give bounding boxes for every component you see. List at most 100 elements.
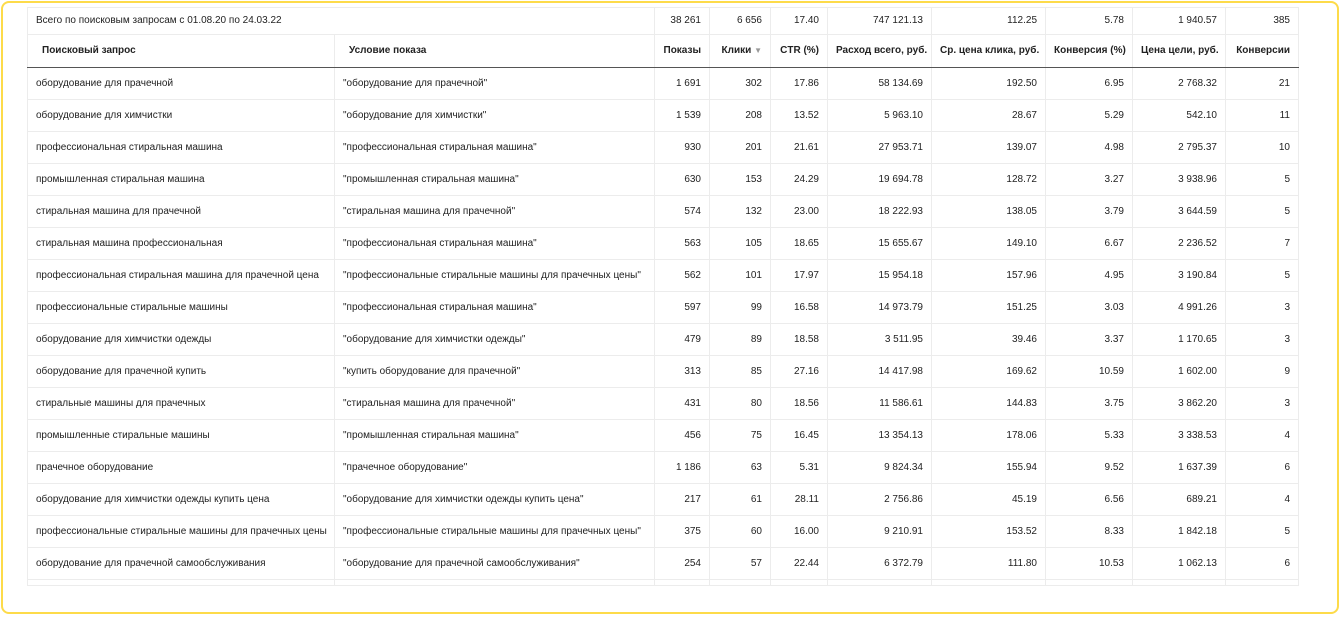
cell-conversion-rate: 10.59 — [1045, 355, 1133, 388]
cell-clicks: 101 — [709, 259, 771, 292]
cell-avg-cpc: 111.80 — [931, 547, 1046, 580]
table-row[interactable]: прачечное оборудование "прачечное оборудо… — [27, 451, 1299, 484]
column-header-impressions[interactable]: Показы — [654, 34, 710, 68]
cell-conversions: 5 — [1225, 195, 1299, 228]
cell-goal-cost: 1 062.13 — [1132, 547, 1226, 580]
column-header-cost[interactable]: Расход всего, руб. — [827, 34, 932, 68]
cell-conversions: 21 — [1225, 67, 1299, 100]
cell-conversion-rate: 3.75 — [1045, 387, 1133, 420]
cell-condition: "промышленная стиральная машина" — [334, 419, 655, 452]
cell-ctr: 24.29 — [770, 163, 828, 196]
column-header-clicks[interactable]: Клики ▼ — [709, 34, 771, 68]
cell-conversion-rate: 3.37 — [1045, 323, 1133, 356]
column-header-conversions[interactable]: Конверсии — [1225, 34, 1299, 68]
cell-clicks: 61 — [709, 483, 771, 516]
table-row[interactable]: оборудование для прачечной купить "купить… — [27, 355, 1299, 388]
cell-conversion-rate: 5.33 — [1045, 419, 1133, 452]
table-row[interactable]: промышленные стиральные машины "промышлен… — [27, 419, 1299, 452]
table-row[interactable]: промышленная стиральная машина "промышлен… — [27, 163, 1299, 196]
cell-condition: "стиральная машина для прачечной" — [334, 387, 655, 420]
cell-query: оборудование для химчистки одежды — [27, 323, 335, 356]
table-row[interactable]: профессиональные стиральные машины для п… — [27, 515, 1299, 548]
cell-clicks: 208 — [709, 99, 771, 132]
column-header-label: Ср. цена клика, руб. — [940, 45, 1040, 56]
cell-cost: 14 973.79 — [827, 291, 932, 324]
column-header-label: Клики — [721, 45, 752, 56]
cell-clicks: 85 — [709, 355, 771, 388]
cell-query: стиральные машины для прачечных — [27, 387, 335, 420]
cell-ctr: 23.00 — [770, 195, 828, 228]
table-row[interactable]: стиральная машина для прачечной "стиральн… — [27, 195, 1299, 228]
cell-goal-cost: 1 637.39 — [1132, 451, 1226, 484]
cell-empty — [27, 579, 335, 586]
cell-goal-cost: 689.21 — [1132, 483, 1226, 516]
summary-goal-cost: 1 940.57 — [1132, 7, 1226, 35]
cell-goal-cost: 4 991.26 — [1132, 291, 1226, 324]
table-row[interactable]: оборудование для химчистки "оборудование … — [27, 99, 1299, 132]
cell-cost: 27 953.71 — [827, 131, 932, 164]
cell-goal-cost: 1 170.65 — [1132, 323, 1226, 356]
table-row[interactable]: оборудование для химчистки одежды купить… — [27, 483, 1299, 516]
column-header-avg-cpc[interactable]: Ср. цена клика, руб. — [931, 34, 1046, 68]
table-row[interactable]: профессиональная стиральная машина "профе… — [27, 131, 1299, 164]
table-row[interactable]: профессиональная стиральная машина для п… — [27, 259, 1299, 292]
cell-condition: "оборудование для химчистки одежды купит… — [334, 483, 655, 516]
cell-avg-cpc: 28.67 — [931, 99, 1046, 132]
cell-avg-cpc: 151.25 — [931, 291, 1046, 324]
sort-desc-icon[interactable]: ▼ — [754, 46, 762, 55]
cell-clicks: 99 — [709, 291, 771, 324]
cell-avg-cpc: 178.06 — [931, 419, 1046, 452]
cell-goal-cost: 542.10 — [1132, 99, 1226, 132]
column-header-condition[interactable]: Условие показа — [334, 34, 655, 68]
column-header-goal-cost[interactable]: Цена цели, руб. — [1132, 34, 1226, 68]
cell-ctr: 13.52 — [770, 99, 828, 132]
cell-conversion-rate: 3.03 — [1045, 291, 1133, 324]
cell-conversions: 7 — [1225, 227, 1299, 260]
cell-condition: "стиральная машина для прачечной" — [334, 195, 655, 228]
header-row: Поисковый запрос Условие показа Показы Клик… — [27, 34, 1299, 68]
cell-condition: "профессиональная стиральная машина" — [334, 227, 655, 260]
summary-conversions: 385 — [1225, 7, 1299, 35]
table-row[interactable]: стиральная машина профессиональная "профе… — [27, 227, 1299, 260]
cell-goal-cost: 3 644.59 — [1132, 195, 1226, 228]
cell-avg-cpc: 45.19 — [931, 483, 1046, 516]
cell-query: профессиональные стиральные машины для п… — [27, 515, 335, 548]
table-row[interactable]: оборудование для прачечной самообслужива… — [27, 547, 1299, 580]
cell-cost: 19 694.78 — [827, 163, 932, 196]
cell-conversion-rate: 3.79 — [1045, 195, 1133, 228]
cell-clicks: 60 — [709, 515, 771, 548]
column-header-query[interactable]: Поисковый запрос — [27, 34, 335, 68]
cell-goal-cost: 3 938.96 — [1132, 163, 1226, 196]
column-header-label: Условие показа — [349, 45, 427, 56]
cell-goal-cost: 2 768.32 — [1132, 67, 1226, 100]
cell-condition: "профессиональные стиральные машины для … — [334, 515, 655, 548]
cell-ctr: 18.56 — [770, 387, 828, 420]
table-row[interactable]: оборудование для химчистки одежды "оборуд… — [27, 323, 1299, 356]
cell-clicks: 75 — [709, 419, 771, 452]
column-header-ctr[interactable]: CTR (%) — [770, 34, 828, 68]
table-row[interactable]: профессиональные стиральные машины "профе… — [27, 291, 1299, 324]
cell-cost: 2 756.86 — [827, 483, 932, 516]
summary-impressions: 38 261 — [654, 7, 710, 35]
cell-query: оборудование для химчистки — [27, 99, 335, 132]
cell-avg-cpc: 138.05 — [931, 195, 1046, 228]
column-header-conversion-rate[interactable]: Конверсия (%) — [1045, 34, 1133, 68]
cell-ctr: 16.58 — [770, 291, 828, 324]
cell-empty — [827, 579, 932, 586]
cell-query: оборудование для прачечной — [27, 67, 335, 100]
table-row[interactable]: стиральные машины для прачечных "стиральн… — [27, 387, 1299, 420]
cell-goal-cost: 3 338.53 — [1132, 419, 1226, 452]
cell-avg-cpc: 149.10 — [931, 227, 1046, 260]
cell-impressions: 1 186 — [654, 451, 710, 484]
cell-condition: "промышленная стиральная машина" — [334, 163, 655, 196]
cell-goal-cost: 3 190.84 — [1132, 259, 1226, 292]
cell-impressions: 375 — [654, 515, 710, 548]
cell-clicks: 132 — [709, 195, 771, 228]
cell-conversions: 6 — [1225, 547, 1299, 580]
cell-conversions: 5 — [1225, 515, 1299, 548]
column-header-label: Поисковый запрос — [42, 45, 136, 56]
table-row[interactable]: оборудование для прачечной "оборудование … — [27, 67, 1299, 100]
cell-ctr: 16.00 — [770, 515, 828, 548]
column-header-label: Конверсия (%) — [1054, 45, 1126, 56]
